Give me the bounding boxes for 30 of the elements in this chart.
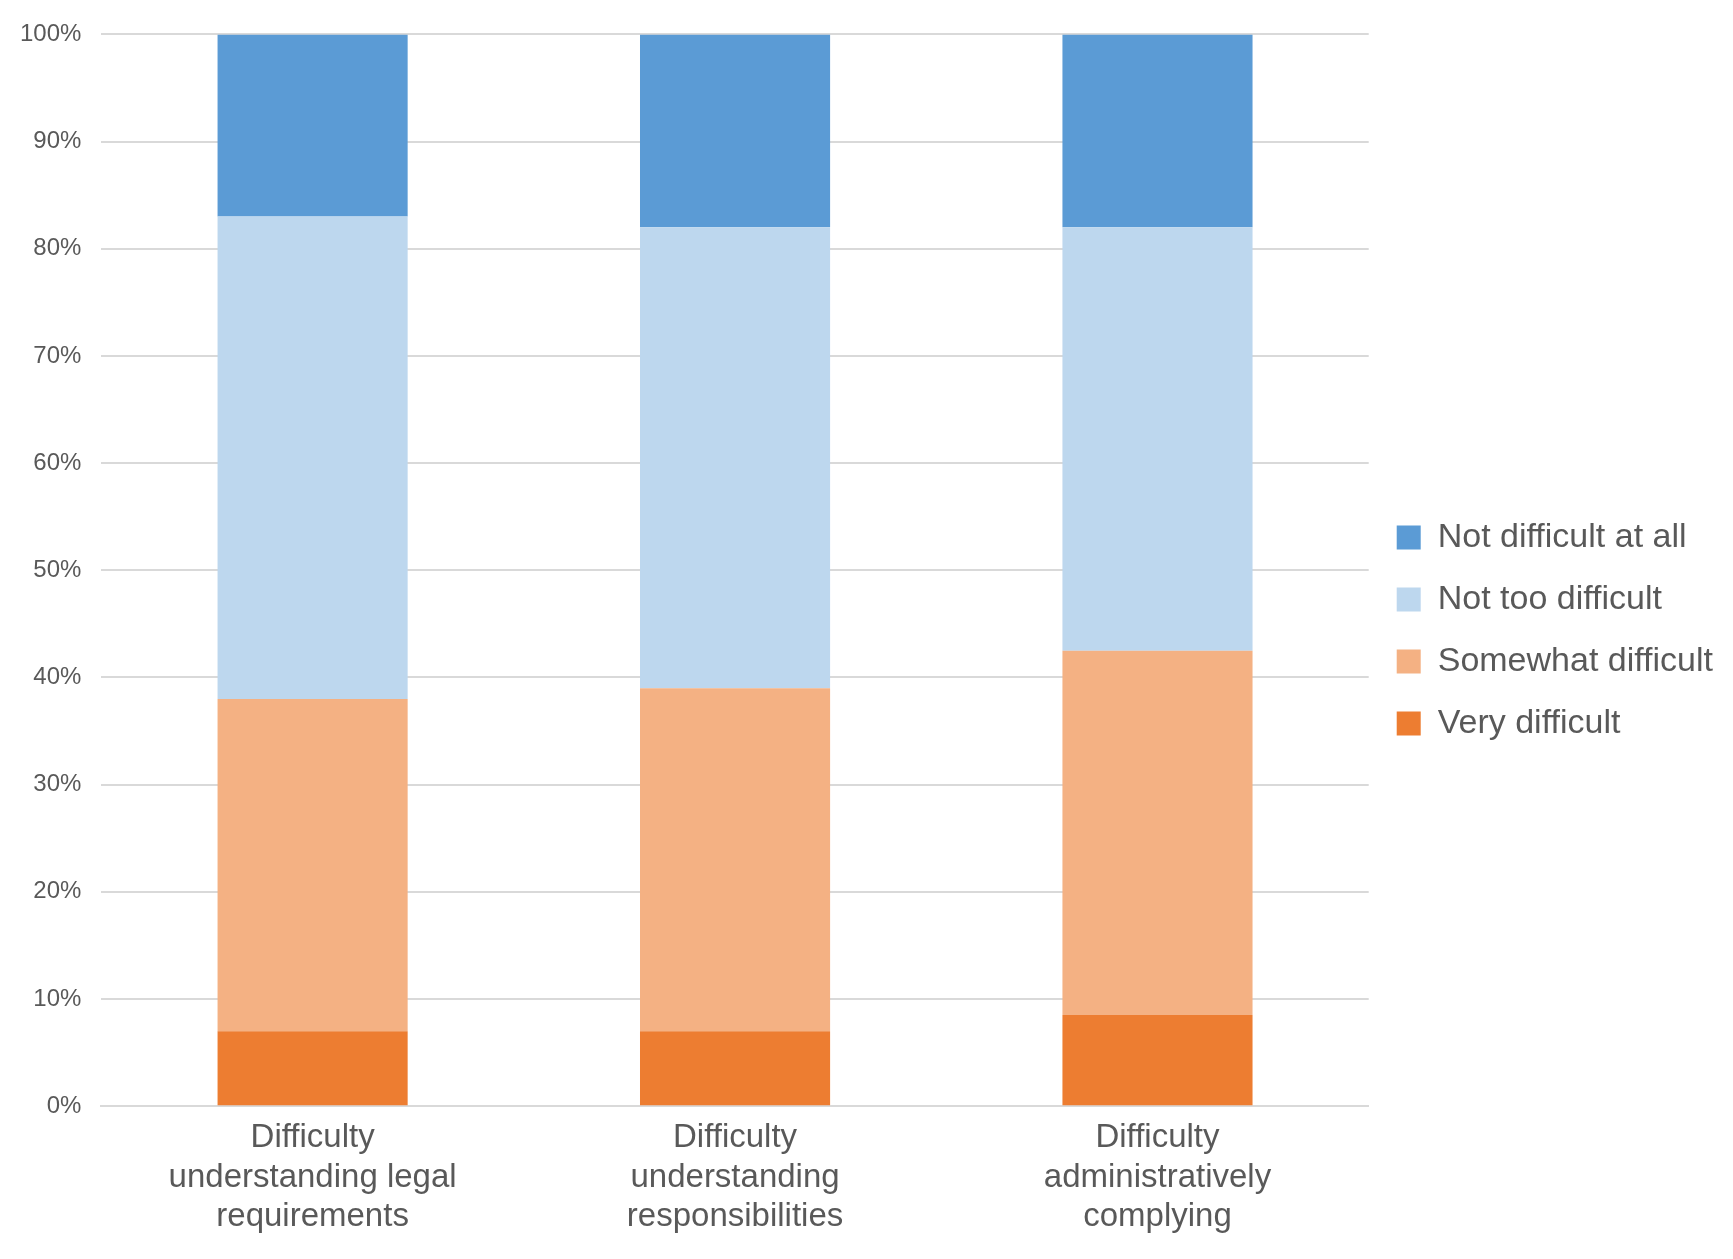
x-tick-label: Difficulty understanding responsibilities <box>626 1117 844 1234</box>
y-tick-label: 30% <box>33 769 82 797</box>
bar <box>217 1031 408 1106</box>
bar <box>217 34 408 217</box>
y-tick-label: 70% <box>33 340 82 368</box>
legend-label: Very difficult <box>1437 701 1621 740</box>
y-tick-label: 40% <box>33 662 82 690</box>
legend-label: Not difficult at all <box>1437 515 1687 554</box>
bar <box>640 688 831 1032</box>
bar <box>1062 34 1253 228</box>
legend-label: Somewhat difficult <box>1437 639 1714 678</box>
legend-label: Not too difficult <box>1437 577 1663 616</box>
y-tick-label: 20% <box>33 876 82 904</box>
y-tick-label: 50% <box>33 554 82 582</box>
x-tick-label: Difficulty administratively complying <box>1043 1117 1272 1234</box>
y-tick-label: 80% <box>33 233 82 261</box>
x-tick-label: Difficulty understanding legal requirements <box>168 1117 457 1234</box>
bar <box>640 34 831 228</box>
y-tick-label: 60% <box>33 447 82 475</box>
bar <box>640 1031 831 1106</box>
bar <box>1062 650 1253 1016</box>
bar <box>217 698 408 1032</box>
y-tick-label: 0% <box>46 1090 82 1118</box>
bar <box>217 216 408 699</box>
bar <box>640 227 831 689</box>
bar <box>1062 227 1253 651</box>
y-tick-label: 90% <box>33 126 82 154</box>
bar <box>1062 1015 1253 1106</box>
y-tick-label: 100% <box>19 19 82 47</box>
y-tick-label: 10% <box>33 983 82 1011</box>
